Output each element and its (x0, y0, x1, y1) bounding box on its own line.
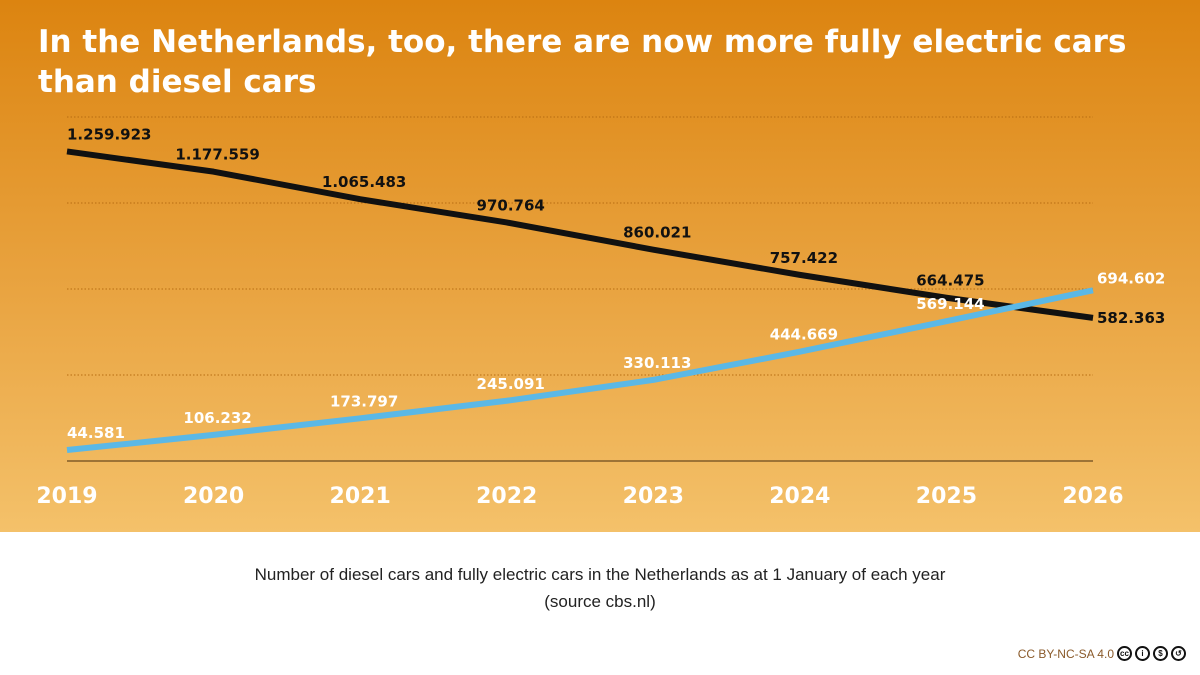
caption-line-1: Number of diesel cars and fully electric… (254, 565, 946, 584)
x-tick-label: 2023 (623, 484, 684, 509)
x-tick-label: 2026 (1062, 484, 1123, 509)
diesel-data-label: 582.363 (1097, 309, 1165, 327)
electric-data-label: 444.669 (770, 326, 838, 344)
line-chart: 2019 2020 2021 2022 2023 2024 2025 2026 1.259.92… (36, 116, 1166, 509)
electric-data-label: 245.091 (477, 375, 545, 393)
nc-icon: $ (1153, 646, 1168, 661)
electric-data-label: 173.797 (330, 392, 398, 410)
electric-line (66, 287, 1094, 454)
electric-data-label: 44.581 (67, 424, 125, 442)
chart-background (0, 0, 1200, 532)
diesel-data-label: 860.021 (623, 224, 691, 242)
x-tick-label: 2025 (916, 484, 977, 509)
cc-icon: cc (1117, 646, 1132, 661)
x-tick-label: 2021 (330, 484, 391, 509)
diesel-data-label: 757.422 (770, 249, 838, 267)
x-tick-label: 2019 (36, 484, 97, 509)
diesel-data-label: 1.177.559 (175, 146, 259, 164)
diesel-data-label: 664.475 (916, 272, 984, 290)
diesel-data-label: 1.065.483 (322, 173, 406, 191)
chart-title: In the Netherlands, too, there are now m… (38, 24, 1127, 100)
by-icon: i (1135, 646, 1150, 661)
x-tick-label: 2020 (183, 484, 244, 509)
license: CC BY-NC-SA 4.0 cc i $ ↺ (1018, 646, 1186, 661)
caption-line-2: (source cbs.nl) (544, 592, 656, 611)
electric-data-label: 106.232 (183, 409, 251, 427)
electric-data-label: 330.113 (623, 354, 691, 372)
diesel-line (66, 148, 1094, 321)
electric-data-label: 694.602 (1097, 269, 1165, 287)
electric-data-label: 569.144 (916, 295, 984, 313)
x-tick-label: 2022 (476, 484, 537, 509)
sa-icon: ↺ (1171, 646, 1186, 661)
diesel-data-label: 1.259.923 (67, 125, 151, 143)
license-text: CC BY-NC-SA 4.0 (1017, 646, 1114, 661)
diesel-data-label: 970.764 (477, 196, 545, 214)
x-tick-label: 2024 (769, 484, 830, 509)
